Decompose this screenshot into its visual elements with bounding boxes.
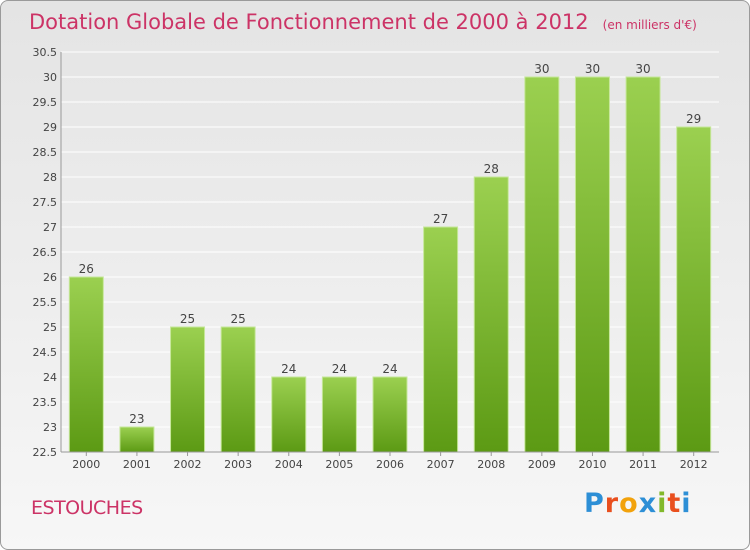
y-tick-label: 30 [43, 71, 57, 84]
y-tick-label: 26.5 [33, 246, 58, 259]
bar-2004 [271, 376, 307, 453]
y-tick-label: 29.5 [33, 96, 58, 109]
x-tick-label: 2001 [123, 458, 151, 471]
x-tick-label: 2010 [578, 458, 606, 471]
y-tick-label: 25 [43, 321, 57, 334]
value-label-2001: 23 [129, 412, 144, 426]
logo-letter: x [638, 488, 658, 519]
x-tick-label: 2006 [376, 458, 404, 471]
value-label-2011: 30 [635, 62, 650, 76]
x-tick-label: 2003 [224, 458, 252, 471]
bar-2009 [524, 76, 560, 453]
bars [68, 76, 712, 453]
logo-letter: r [604, 488, 620, 519]
value-label-2000: 26 [79, 262, 94, 276]
bar-2002 [170, 326, 206, 453]
chart-title-text: Dotation Globale de Fonctionnement de 20… [29, 10, 589, 34]
y-tick-label: 23.5 [33, 396, 58, 409]
value-label-2005: 24 [332, 362, 347, 376]
commune-name: ESTOUCHES [31, 497, 143, 519]
x-tick-label: 2005 [325, 458, 353, 471]
value-label-2004: 24 [281, 362, 296, 376]
value-label-2006: 24 [382, 362, 397, 376]
bar-2001 [119, 426, 155, 453]
value-label-2008: 28 [484, 162, 499, 176]
value-label-2009: 30 [534, 62, 549, 76]
logo-letter: i [681, 488, 692, 519]
value-label-2002: 25 [180, 312, 195, 326]
bar-2005 [321, 376, 357, 453]
bar-2008 [473, 176, 509, 453]
bar-2011 [625, 76, 661, 453]
y-tick-label: 28.5 [33, 146, 58, 159]
y-tick-label: 26 [43, 271, 57, 284]
logo-letter: i [657, 488, 668, 519]
value-label-2010: 30 [585, 62, 600, 76]
x-tick-label: 2002 [174, 458, 202, 471]
x-tick-label: 2011 [629, 458, 657, 471]
x-tick-label: 2004 [275, 458, 303, 471]
bar-2012 [676, 126, 712, 453]
x-tick-label: 2008 [477, 458, 505, 471]
x-tick-label: 2012 [680, 458, 708, 471]
chart-title: Dotation Globale de Fonctionnement de 20… [29, 10, 697, 34]
x-tick-label: 2000 [72, 458, 100, 471]
logo-letter: o [619, 488, 639, 519]
value-label-2007: 27 [433, 212, 448, 226]
value-label-2003: 25 [231, 312, 246, 326]
bar-2007 [423, 226, 459, 453]
logo-letter: P [584, 488, 605, 519]
proxiti-logo: Proxiti [584, 488, 692, 519]
y-tick-label: 27 [43, 221, 57, 234]
y-tick-label: 22.5 [33, 446, 58, 459]
chart-subtitle: (en milliers d'€) [602, 18, 697, 32]
axes: 22.5 23 23.5 24 24.5 25 25.5 26 26.5 27 27.5 28 28.5… [33, 46, 719, 471]
x-tick-label: 2007 [427, 458, 455, 471]
y-tick-label: 24 [43, 371, 57, 384]
y-tick-label: 29 [43, 121, 57, 134]
y-tick-label: 25.5 [33, 296, 58, 309]
y-tick-label: 23 [43, 421, 57, 434]
y-tick-label: 28 [43, 171, 57, 184]
y-tick-label: 27.5 [33, 196, 58, 209]
bar-2010 [574, 76, 610, 453]
x-tick-label: 2009 [528, 458, 556, 471]
value-label-2012: 29 [686, 112, 701, 126]
bar-2000 [68, 276, 104, 453]
value-labels: 26 23 25 25 24 24 24 27 28 30 30 30 29 [79, 62, 702, 426]
bar-2003 [220, 326, 256, 453]
y-tick-label: 24.5 [33, 346, 58, 359]
logo-letter: t [667, 488, 682, 519]
y-tick-label: 30.5 [33, 46, 58, 59]
bar-2006 [372, 376, 408, 453]
